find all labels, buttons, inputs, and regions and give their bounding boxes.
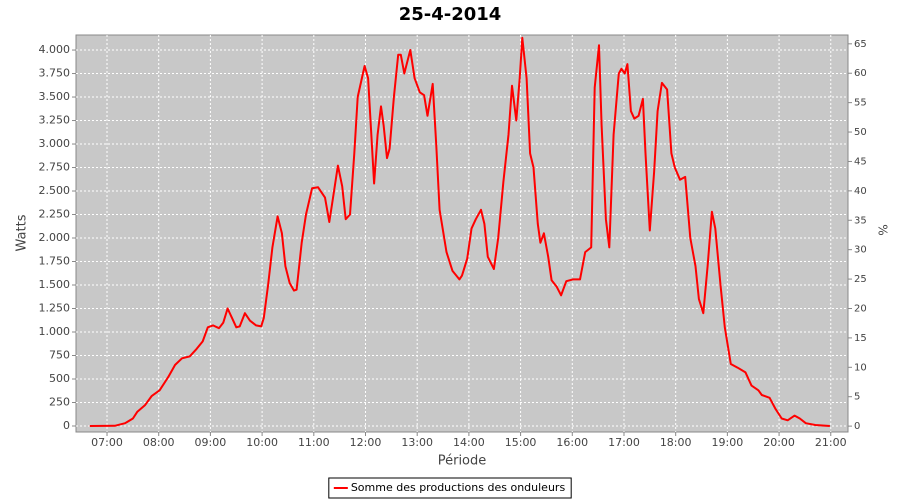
x-tick-label: 11:00 — [298, 436, 330, 449]
x-tick-label: 17:00 — [608, 436, 640, 449]
y-tick-label: 3.750 — [39, 67, 71, 80]
chart-title: 25-4-2014 — [399, 4, 502, 25]
y-tick-label: 4.000 — [39, 43, 71, 56]
y2-tick-label: 15 — [854, 333, 867, 344]
y2-tick-label: 65 — [854, 39, 867, 50]
y2-tick-label: 30 — [854, 245, 867, 256]
y-tick-label: 3.000 — [39, 137, 71, 150]
y2-tick-label: 45 — [854, 156, 867, 167]
y-tick-label: 2.500 — [39, 184, 71, 197]
x-tick-label: 10:00 — [246, 436, 278, 449]
y-tick-label: 3.250 — [39, 114, 71, 127]
y-tick-label: 0 — [63, 419, 70, 432]
legend-label: Somme des productions des onduleurs — [351, 481, 566, 494]
x-tick-label: 13:00 — [401, 436, 433, 449]
y2-tick-label: 60 — [854, 68, 867, 79]
y2-axis-label: % — [876, 224, 890, 235]
legend-box — [328, 477, 572, 499]
y2-tick-label: 5 — [854, 392, 860, 403]
x-tick-label: 08:00 — [143, 436, 175, 449]
y-tick-label: 2.750 — [39, 161, 71, 174]
y2-tick-label: 35 — [854, 215, 867, 226]
x-tick-label: 18:00 — [660, 436, 692, 449]
y2-tick-label: 10 — [854, 362, 867, 373]
y2-tick-label: 20 — [854, 303, 867, 314]
y2-tick-label: 50 — [854, 127, 867, 138]
y-tick-label: 3.500 — [39, 90, 71, 103]
data-line — [89, 36, 830, 427]
y2-tick-label: 55 — [854, 98, 867, 109]
y-tick-label: 500 — [49, 372, 70, 385]
x-tick-label: 14:00 — [453, 436, 485, 449]
x-tick-label: 16:00 — [556, 436, 588, 449]
legend: Somme des productions des onduleurs — [328, 477, 572, 499]
y-tick-label: 1.500 — [39, 278, 71, 291]
y-tick-label: 2.250 — [39, 208, 71, 221]
y-tick-label: 1.750 — [39, 255, 71, 268]
x-tick-label: 09:00 — [195, 436, 227, 449]
plot-area — [75, 34, 849, 433]
y-tick-label: 2.000 — [39, 231, 71, 244]
y-tick-label: 750 — [49, 348, 70, 361]
x-tick-label: 21:00 — [815, 436, 847, 449]
x-tick-label: 15:00 — [505, 436, 537, 449]
x-tick-label: 19:00 — [712, 436, 744, 449]
x-tick-label: 07:00 — [91, 436, 123, 449]
y-tick-label: 1.250 — [39, 302, 71, 315]
x-tick-label: 20:00 — [763, 436, 795, 449]
y2-tick-label: 0 — [854, 421, 860, 432]
x-axis-label: Période — [438, 454, 487, 469]
y2-tick-label: 40 — [854, 186, 867, 197]
y-tick-label: 1.000 — [39, 325, 71, 338]
y2-tick-label: 25 — [854, 274, 867, 285]
y-axis-label: Watts — [15, 214, 30, 251]
y-tick-label: 250 — [49, 395, 70, 408]
x-tick-label: 12:00 — [350, 436, 382, 449]
